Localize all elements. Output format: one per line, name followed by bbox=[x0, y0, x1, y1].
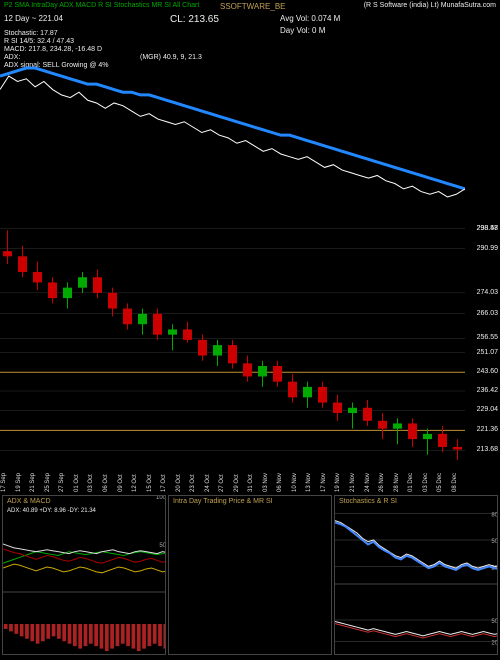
source: (R S Software (india) Lt) MunafaSutra.co… bbox=[364, 2, 496, 9]
svg-text:50: 50 bbox=[159, 543, 166, 549]
price-y-axis: 298.58298.47290.99274.03266.03256.55251.… bbox=[465, 225, 500, 460]
avg-vol: Avg Vol: 0.074 M bbox=[280, 14, 340, 23]
cl-value: CL: 213.65 bbox=[170, 14, 219, 25]
stochastics-rsi-panel: Stochastics & R SI 8050202050 bbox=[334, 495, 498, 655]
svg-text:50: 50 bbox=[491, 539, 498, 545]
svg-text:80: 80 bbox=[491, 513, 498, 519]
tabs[interactable]: P2 SMA IntraDay ADX MACD R SI Stochastic… bbox=[4, 2, 199, 9]
chart-header: P2 SMA IntraDay ADX MACD R SI Stochastic… bbox=[0, 0, 500, 60]
candlestick-chart bbox=[0, 225, 465, 460]
stochastic: Stochastic: 17.87 bbox=[4, 30, 58, 37]
intraday-panel: Intra Day Trading Price & MR SI bbox=[168, 495, 332, 655]
day-sma: 12 Day ~ 221.04 bbox=[4, 14, 63, 23]
panel3-title: Stochastics & R SI bbox=[339, 498, 397, 505]
svg-text:20: 20 bbox=[491, 641, 498, 647]
indicator-panels: ADX & MACD ADX: 40.89 +DY: 8.96 -DY: 21.… bbox=[0, 495, 500, 655]
rsi: R SI 14/5: 32.4 / 47.43 bbox=[4, 38, 74, 45]
day-vol: Day Vol: 0 M bbox=[280, 26, 325, 35]
svg-text:50: 50 bbox=[491, 619, 498, 625]
symbol: SSOFTWARE_BE bbox=[220, 2, 286, 11]
macd: MACD: 217.8, 234.28, -16.48 D bbox=[4, 46, 102, 53]
svg-text:100: 100 bbox=[156, 496, 166, 501]
panel1-title: ADX & MACD bbox=[7, 498, 51, 505]
panel2-title: Intra Day Trading Price & MR SI bbox=[173, 498, 273, 505]
sma-price-chart bbox=[0, 60, 465, 205]
adx-macd-panel: ADX & MACD ADX: 40.89 +DY: 8.96 -DY: 21.… bbox=[2, 495, 166, 655]
adx-label: ADX: 40.89 +DY: 8.96 -DY: 21.34 bbox=[7, 508, 96, 514]
date-x-axis: 17 Sep19 Sep21 Sep25 Sep27 Sep01 Oct03 O… bbox=[0, 462, 465, 492]
